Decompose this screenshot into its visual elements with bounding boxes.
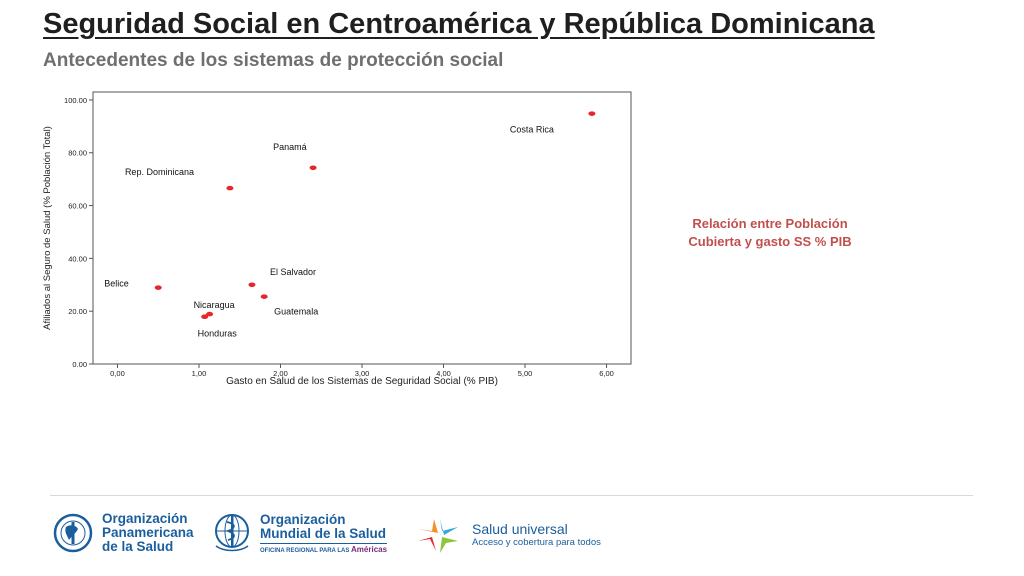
- oms-logo-sub-prefix: OFICINA REGIONAL PARA LAS: [260, 547, 350, 554]
- ops-logo: Organización Panamericana de la Salud: [50, 512, 194, 554]
- data-point: [248, 282, 256, 288]
- x-tick-label: 2,00: [273, 369, 288, 378]
- su-logo-sub: Acceso y cobertura para todos: [472, 537, 601, 548]
- data-point: [260, 294, 268, 299]
- slide-title: Seguridad Social en Centroamérica y Repú…: [43, 8, 875, 40]
- chart-caption-line-1: Relación entre Población: [692, 216, 848, 231]
- slide-subtitle: Antecedentes de los sistemas de protecci…: [43, 50, 504, 71]
- y-tick-label: 40.00: [68, 254, 87, 263]
- x-tick-label: 6,00: [599, 369, 614, 378]
- oms-logo: Organización Mundial de la Salud OFICINA…: [210, 511, 388, 554]
- data-point: [206, 311, 214, 317]
- su-logo-title: Salud universal: [472, 521, 568, 537]
- point-label: El Salvador: [270, 267, 316, 277]
- y-tick-label: 20.00: [68, 307, 87, 316]
- y-tick-label: 100.00: [64, 96, 87, 105]
- y-tick-label: 80.00: [68, 149, 87, 158]
- point-label: Costa Rica: [510, 125, 554, 135]
- ops-emblem-icon: [53, 513, 93, 553]
- salud-universal-cross-icon: [418, 519, 458, 553]
- data-point: [201, 314, 209, 320]
- data-point: [588, 111, 596, 116]
- plot-frame: [92, 91, 632, 365]
- data-point: [154, 285, 162, 290]
- oms-logo-line2: Mundial de la Salud: [260, 525, 387, 541]
- chart-caption: Relación entre Población Cubierta y gast…: [660, 215, 880, 251]
- x-tick-label: 1,00: [192, 369, 207, 378]
- x-tick-label: 0,00: [110, 369, 125, 378]
- oms-logo-sub-region: Américas: [351, 544, 388, 554]
- point-label: Honduras: [198, 329, 238, 339]
- y-tick-label: 60.00: [68, 202, 87, 211]
- y-tick-label: 0.00: [72, 360, 87, 369]
- x-axis-label: Gasto en Salud de los Sistemas de Seguri…: [226, 376, 498, 387]
- ops-logo-line1: Organización: [102, 511, 188, 526]
- who-emblem-icon: [215, 514, 249, 552]
- salud-universal-logo: Salud universal Acceso y cobertura para …: [414, 515, 601, 555]
- data-point: [309, 165, 317, 171]
- x-tick-label: 4,00: [436, 369, 451, 378]
- x-tick-label: 5,00: [518, 369, 533, 378]
- point-label: Belice: [104, 279, 129, 289]
- point-label: Rep. Dominicana: [125, 167, 194, 177]
- x-tick-label: 3,00: [355, 369, 370, 378]
- footer-divider: [50, 495, 973, 496]
- scatter-chart: 0.00 20.00 40.00 60.00 80.00 100.00 0,00 1,00 2,…: [42, 91, 632, 387]
- point-label: Nicaragua: [194, 300, 235, 310]
- point-label: Guatemala: [274, 307, 318, 317]
- chart-caption-line-2: Cubierta y gasto SS % PIB: [688, 234, 852, 249]
- y-axis-label: Afiliados al Seguro de Salud (% Població…: [42, 126, 53, 330]
- data-point: [226, 185, 234, 191]
- oms-logo-sub: OFICINA REGIONAL PARA LAS Américas: [260, 542, 388, 554]
- oms-logo-line1: Organización: [260, 511, 346, 527]
- point-label: Panamá: [273, 142, 307, 152]
- ops-logo-line3: de la Salud: [102, 539, 174, 554]
- ops-logo-line2: Panamericana: [102, 525, 194, 540]
